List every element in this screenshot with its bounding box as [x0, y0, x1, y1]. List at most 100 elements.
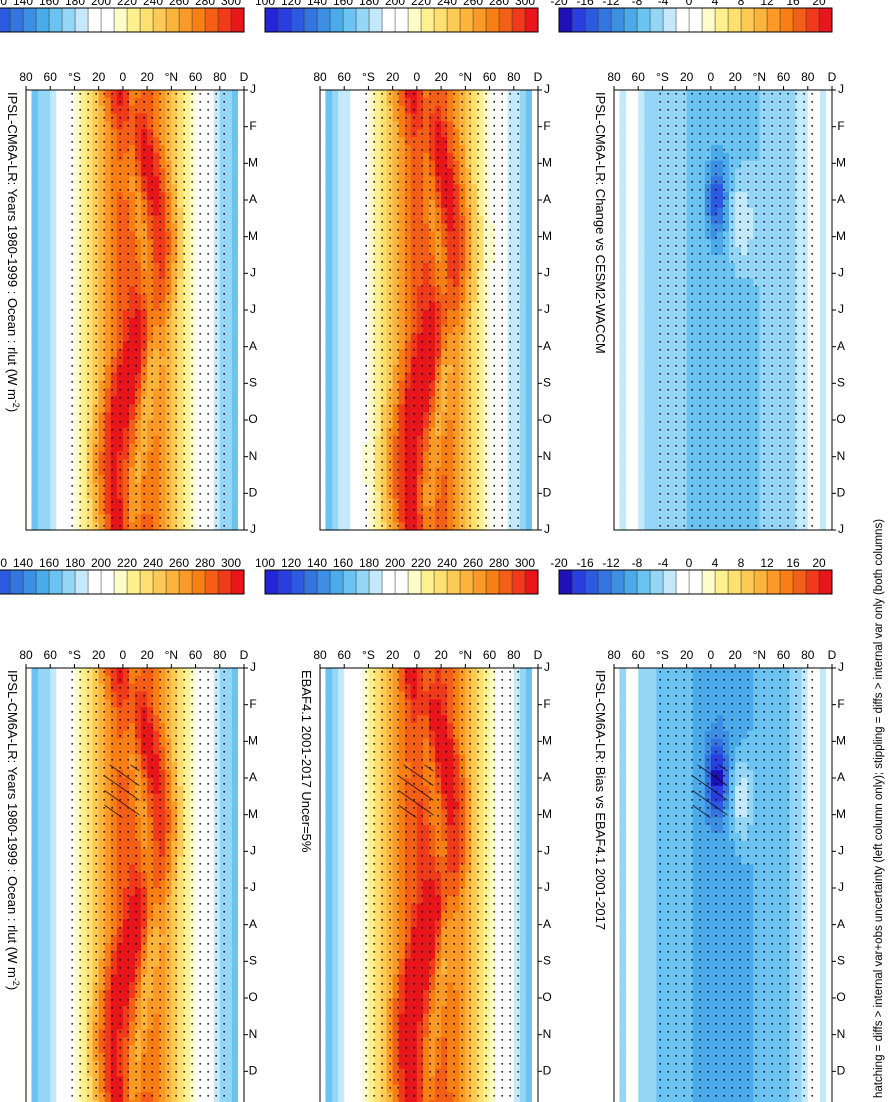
- heat-cell: [337, 864, 345, 873]
- heat-cell: [49, 262, 57, 272]
- heat-cell: [43, 785, 51, 795]
- heat-cell: [355, 793, 363, 803]
- heat-cell: [325, 888, 333, 897]
- heat-cell: [525, 668, 532, 677]
- heat-cell: [231, 239, 238, 248]
- heat-cell: [43, 247, 51, 256]
- heat-cell: [43, 927, 51, 936]
- heat-cell: [231, 1076, 238, 1086]
- heat-cell: [231, 262, 238, 272]
- month-label: O: [248, 412, 257, 426]
- heat-cell: [49, 903, 57, 913]
- heat-cell: [343, 809, 351, 818]
- month-label: F: [249, 119, 256, 133]
- heat-cell: [31, 506, 39, 515]
- heat-cell: [231, 675, 238, 685]
- heat-cell: [31, 420, 39, 429]
- heat-cell: [349, 888, 357, 897]
- heat-cell: [49, 349, 57, 358]
- heat-cell: [525, 895, 532, 905]
- heat-cell: [43, 895, 51, 905]
- heat-cell: [355, 840, 363, 850]
- heat-cell: [43, 137, 51, 146]
- heat-cell: [331, 840, 339, 850]
- heat-cell: [49, 310, 57, 319]
- heat-cell: [231, 278, 238, 288]
- heat-cell: [343, 833, 351, 842]
- heat-cell: [231, 396, 238, 405]
- heat-cell: [43, 1013, 51, 1023]
- colorbar-label: 300: [221, 556, 241, 570]
- month-label: F: [249, 697, 256, 711]
- heat-cell: [31, 1068, 39, 1078]
- heat-cell: [325, 848, 333, 858]
- heat-cell: [231, 1068, 238, 1078]
- heat-cell: [31, 200, 39, 209]
- heat-cell: [43, 262, 51, 272]
- lat-label: 20: [92, 70, 106, 84]
- heat-cell: [37, 184, 45, 193]
- heat-cell: [55, 974, 63, 983]
- heat-cell: [61, 231, 69, 240]
- heat-cell: [43, 888, 51, 897]
- heat-cell: [49, 105, 57, 115]
- heat-cell: [337, 840, 345, 850]
- heat-cell: [43, 207, 51, 217]
- heat-cell: [231, 498, 238, 508]
- heat-cell: [343, 785, 351, 795]
- heat-cell: [43, 1076, 51, 1086]
- heat-cell: [525, 762, 532, 771]
- heat-cell: [325, 785, 333, 795]
- heat-cell: [231, 825, 238, 834]
- heat-cell: [55, 785, 63, 795]
- heat-cell: [43, 998, 51, 1007]
- heat-cell: [355, 675, 363, 685]
- heat-cell: [31, 982, 39, 991]
- heat-cell: [61, 522, 69, 531]
- heat-cell: [231, 880, 238, 889]
- heat-cell: [55, 490, 63, 500]
- heat-cell: [31, 943, 39, 952]
- heat-cell: [337, 801, 345, 811]
- heat-cell: [231, 223, 238, 233]
- heat-cell: [525, 833, 532, 842]
- heat-cell: [37, 856, 45, 866]
- heat-cell: [55, 723, 63, 732]
- heat-cell: [31, 152, 39, 162]
- heat-cell: [55, 506, 63, 515]
- heat-cell: [49, 160, 57, 170]
- heat-cell: [55, 357, 63, 366]
- heat-cell: [325, 730, 333, 740]
- heat-cell: [231, 833, 238, 842]
- heat-cell: [37, 522, 45, 531]
- heat-cell: [31, 770, 39, 779]
- heat-cell: [31, 467, 39, 476]
- heat-cell: [349, 770, 357, 779]
- heat-cell: [31, 864, 39, 873]
- heat-cell: [231, 754, 238, 763]
- heat-cell: [61, 239, 69, 248]
- heat-cell: [55, 1076, 63, 1086]
- heat-cell: [231, 388, 238, 398]
- colorbar-label: 200: [91, 556, 111, 570]
- heat-cell: [343, 715, 351, 724]
- heat-cell: [55, 192, 63, 201]
- colorbar-swatch: [87, 569, 102, 595]
- heat-cell: [37, 888, 45, 897]
- heat-cell: [43, 121, 51, 130]
- heat-cell: [37, 998, 45, 1007]
- heat-cell: [49, 927, 57, 936]
- heat-cell: [231, 97, 238, 107]
- heat-cell: [61, 762, 69, 771]
- heat-cell: [325, 809, 333, 818]
- colorbar-swatch: [74, 569, 89, 595]
- heat-cell: [343, 691, 351, 701]
- heat-cell: [37, 412, 45, 421]
- heat-cell: [43, 302, 51, 311]
- heat-cell: [37, 435, 45, 445]
- heat-cell: [49, 121, 57, 130]
- heat-cell: [43, 903, 51, 913]
- heat-cell: [49, 490, 57, 500]
- heat-cell: [55, 1029, 63, 1038]
